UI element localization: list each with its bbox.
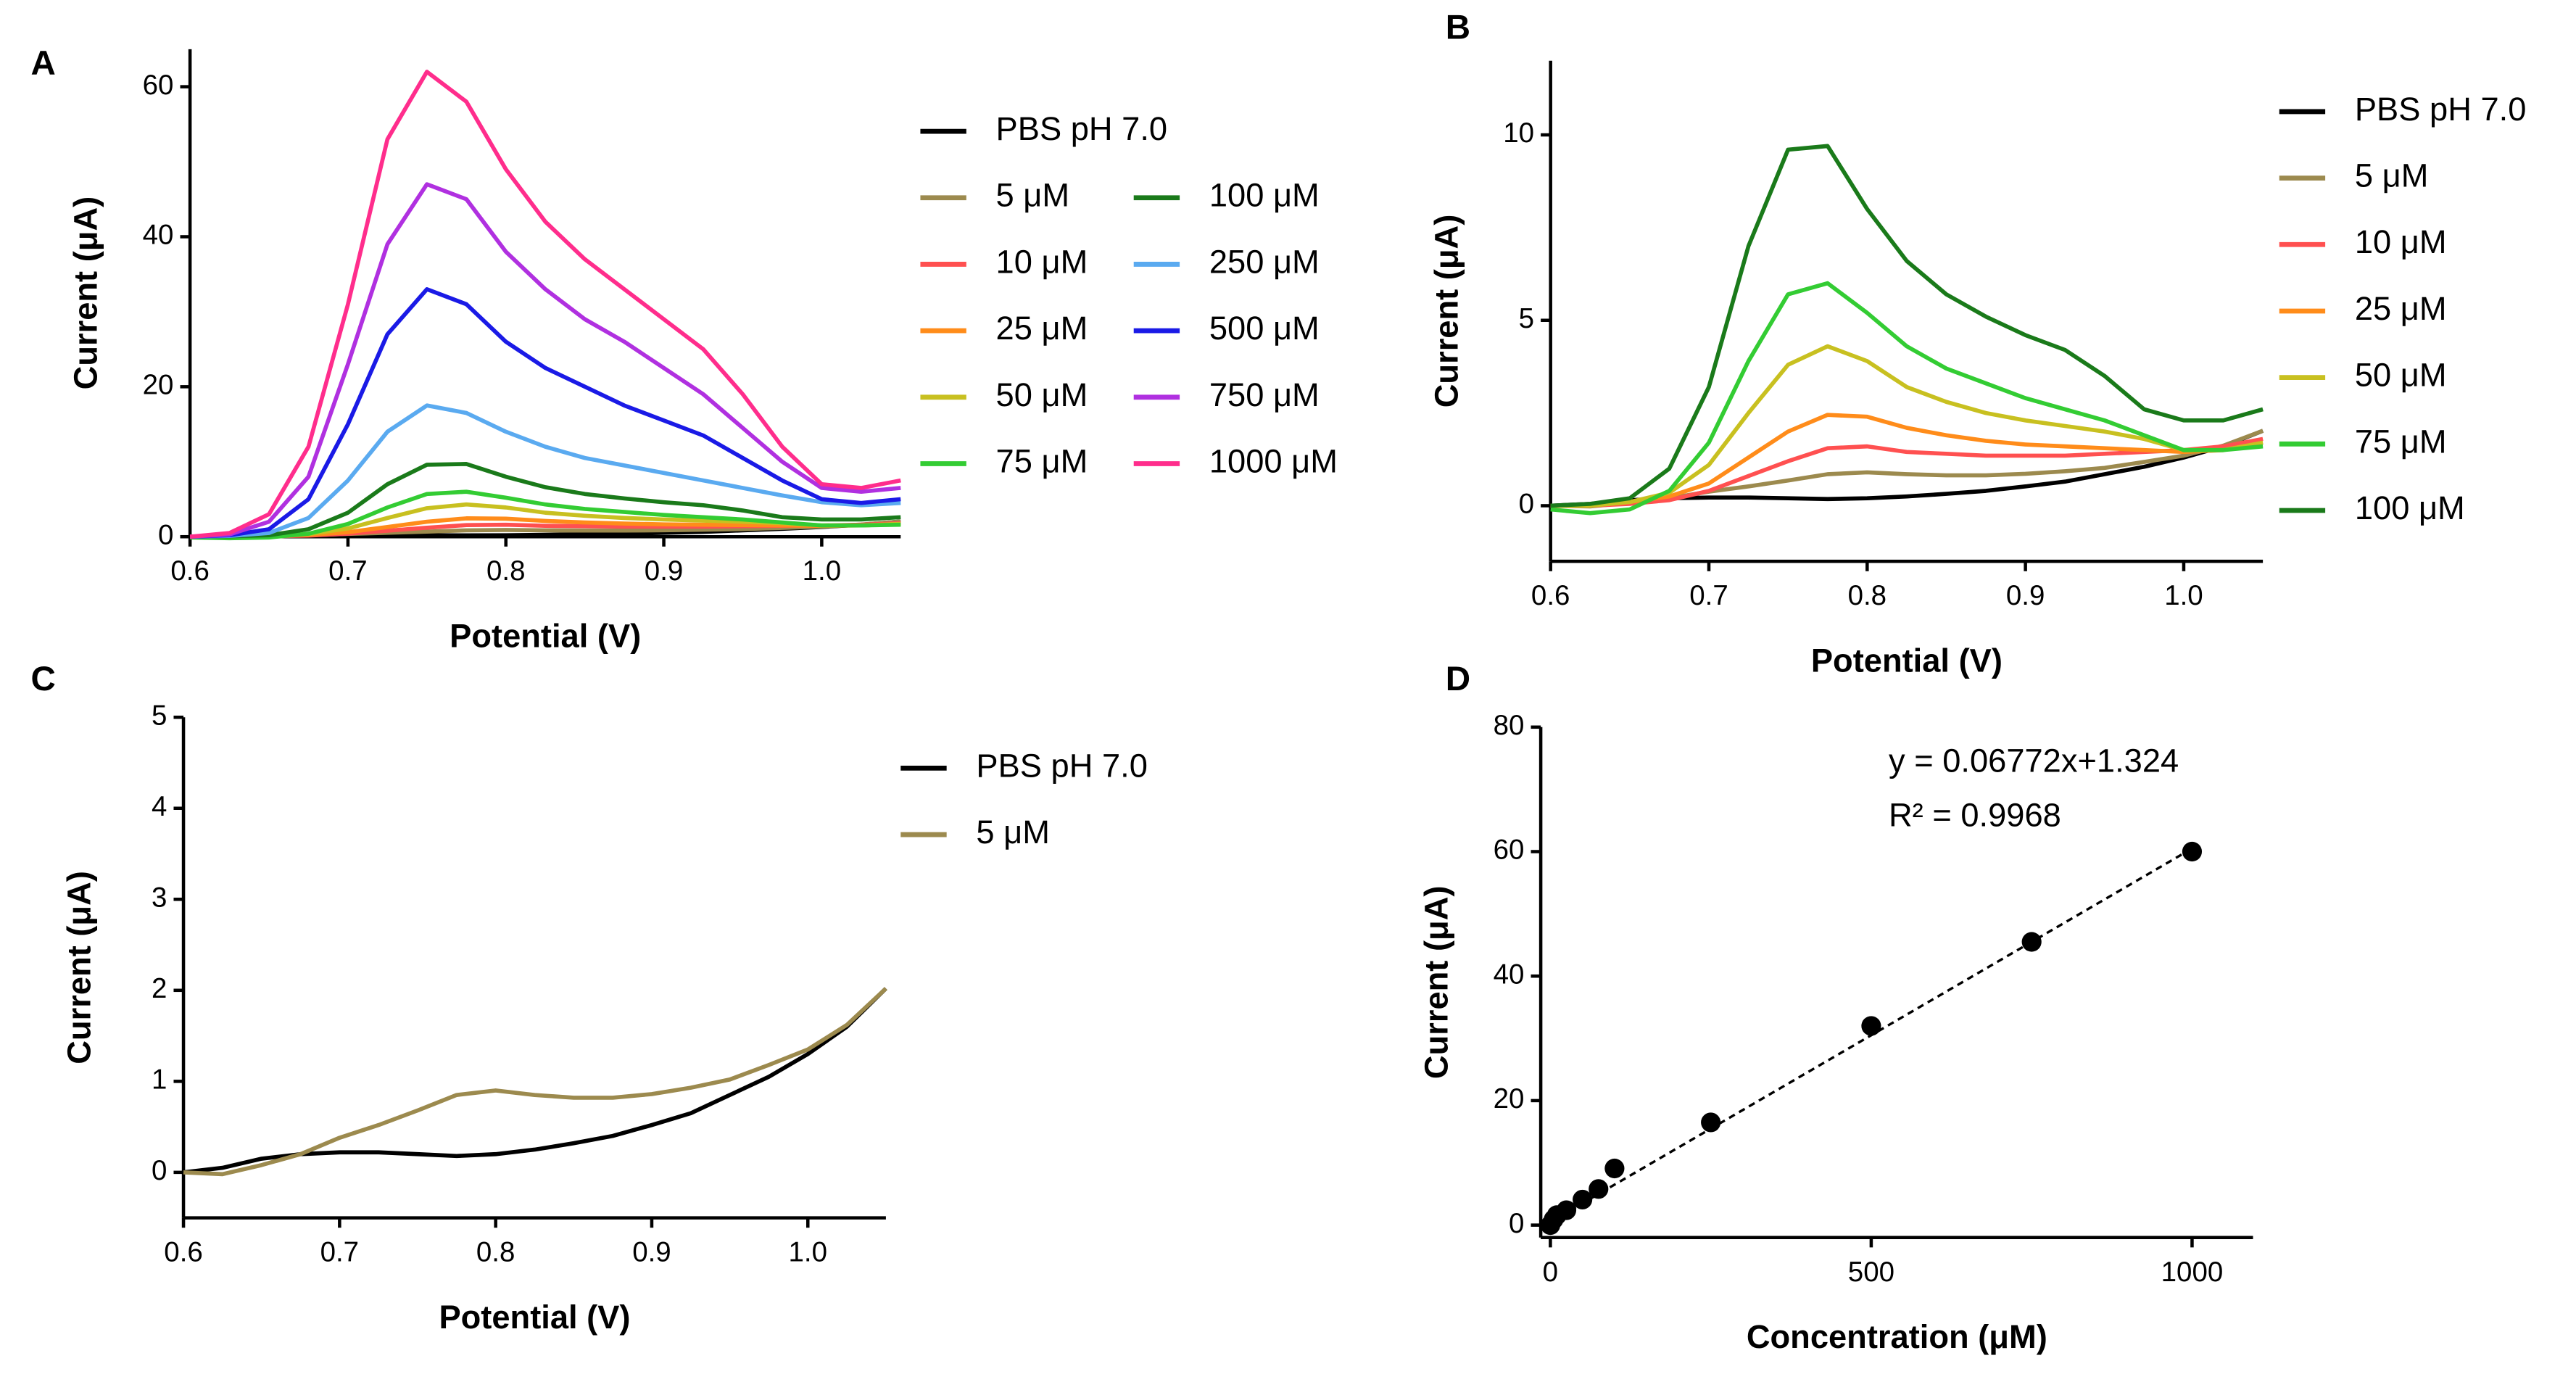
x-axis-title: Potential (V) [450, 618, 641, 655]
y-axis-title: Current (μA) [61, 871, 98, 1064]
x-tick-label: 0.8 [486, 555, 525, 587]
panel-label: A [31, 44, 56, 83]
y-tick-label: 60 [143, 70, 174, 101]
y-tick-label: 80 [1494, 710, 1525, 741]
y-tick-label: 4 [152, 791, 167, 822]
series-line [183, 987, 887, 1175]
x-tick-label: 0.8 [1848, 580, 1887, 611]
y-tick-label: 20 [1494, 1083, 1525, 1114]
y-axis-title: Current (μA) [67, 196, 104, 390]
data-point [1604, 1158, 1625, 1179]
legend-label: 75 μM [996, 442, 1088, 479]
series-line [189, 182, 901, 539]
x-axis-title: Concentration (μM) [1747, 1318, 2047, 1355]
legend-label: 5 μM [2355, 157, 2429, 194]
panel-label: D [1446, 660, 1470, 698]
y-tick-label: 10 [1503, 117, 1534, 149]
x-tick-label: 500 [1848, 1257, 1894, 1288]
x-axis-title: Potential (V) [439, 1299, 630, 1336]
legend-label: 50 μM [996, 376, 1088, 413]
y-tick-label: 0 [1509, 1208, 1524, 1239]
x-tick-label: 0.8 [476, 1237, 515, 1268]
legend-label: 25 μM [2355, 290, 2447, 327]
legend-label: PBS pH 7.0 [2355, 91, 2527, 128]
y-tick-label: 3 [152, 882, 167, 913]
x-tick-label: 0.9 [2006, 580, 2045, 611]
series-line [190, 403, 901, 539]
annotation: R² = 0.9968 [1889, 796, 2061, 833]
data-point [1701, 1112, 1721, 1133]
x-tick-label: 0.7 [328, 555, 367, 587]
legend-label: 100 μM [2355, 489, 2465, 526]
series-line [183, 987, 887, 1177]
y-axis-title: Current (μA) [1418, 886, 1455, 1080]
legend-label: 100 μM [1209, 177, 1320, 214]
legend-label: 250 μM [1209, 243, 1320, 280]
legend-label: 5 μM [976, 814, 1050, 851]
y-tick-label: 5 [152, 700, 167, 731]
legend-label: 10 μM [2355, 223, 2447, 260]
legend-label: 75 μM [2355, 423, 2447, 460]
y-tick-label: 40 [143, 220, 174, 251]
legend-label: 10 μM [996, 243, 1088, 280]
x-tick-label: 0.6 [1531, 580, 1570, 611]
x-tick-label: 0.6 [164, 1237, 202, 1268]
panel-label: B [1446, 8, 1470, 46]
y-tick-label: 40 [1494, 959, 1525, 990]
data-point [2021, 932, 2042, 952]
x-tick-label: 0.9 [645, 555, 683, 587]
x-tick-label: 0.7 [1689, 580, 1728, 611]
y-tick-label: 2 [152, 973, 167, 1004]
y-tick-label: 20 [143, 370, 174, 401]
data-point [1556, 1200, 1577, 1220]
x-tick-label: 1.0 [789, 1237, 827, 1268]
y-tick-label: 60 [1494, 835, 1525, 866]
x-tick-label: 1.0 [2164, 580, 2203, 611]
y-tick-label: 0 [158, 519, 173, 550]
data-point [1589, 1179, 1609, 1199]
data-point [2182, 841, 2203, 862]
legend-label: 1000 μM [1209, 442, 1338, 479]
legend-label: 5 μM [996, 177, 1070, 214]
x-axis-title: Potential (V) [1811, 642, 2003, 679]
y-tick-label: 0 [152, 1155, 167, 1186]
series-line [190, 489, 901, 541]
panel-label: C [31, 660, 56, 698]
annotation: y = 0.06772x+1.324 [1889, 742, 2179, 779]
series-line [189, 70, 901, 539]
legend-label: 25 μM [996, 310, 1088, 347]
data-point [1861, 1016, 1881, 1036]
data-point [1573, 1189, 1593, 1210]
x-tick-label: 0.6 [170, 555, 209, 587]
y-axis-title: Current (μA) [1428, 215, 1465, 408]
y-tick-label: 1 [152, 1064, 167, 1096]
legend-label: PBS pH 7.0 [976, 747, 1148, 784]
series-line [1550, 144, 2264, 508]
series-line [190, 287, 901, 539]
x-tick-label: 0.9 [632, 1237, 671, 1268]
legend-label: 50 μM [2355, 357, 2447, 394]
legend-label: 500 μM [1209, 310, 1320, 347]
series-line [1550, 413, 2264, 508]
y-tick-label: 0 [1519, 489, 1534, 520]
x-tick-label: 0.7 [320, 1237, 359, 1268]
y-tick-label: 5 [1519, 303, 1534, 334]
x-tick-label: 1000 [2161, 1257, 2224, 1288]
series-line [1550, 281, 2264, 516]
x-tick-label: 0 [1543, 1257, 1558, 1288]
x-tick-label: 1.0 [803, 555, 841, 587]
legend-label: PBS pH 7.0 [996, 110, 1168, 147]
legend-label: 750 μM [1209, 376, 1320, 413]
series-line [190, 462, 901, 539]
